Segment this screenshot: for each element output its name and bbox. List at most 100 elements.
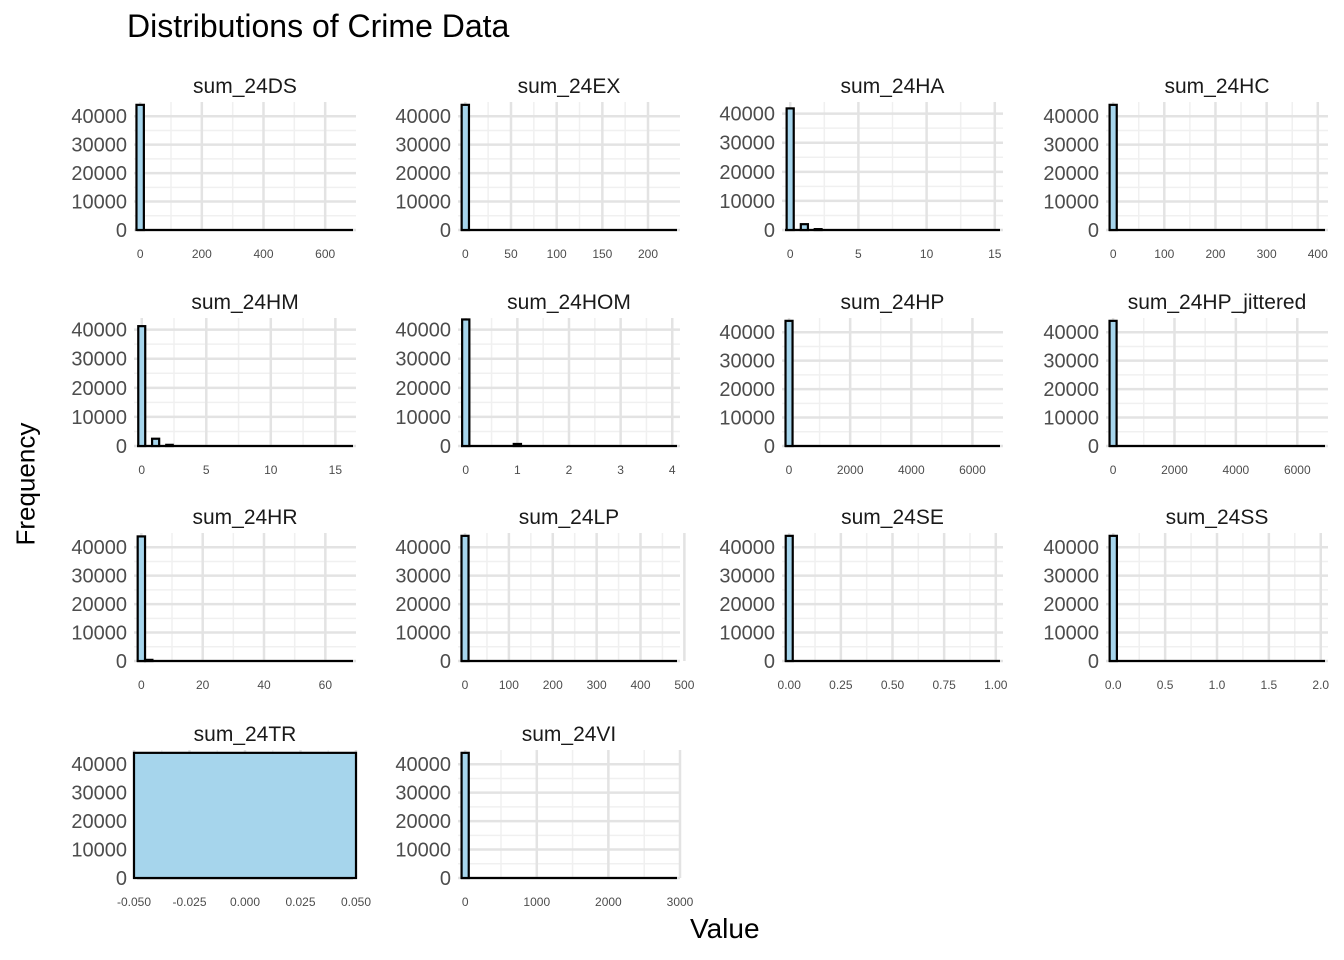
x-tick-label: 4000 <box>898 463 925 477</box>
facet-panel-sum_24HA: sum_24HA 0 10000 20000 30000 40000 0 5 10 15 <box>719 75 1003 261</box>
histogram-bar <box>143 658 154 663</box>
y-tick-label: 0 <box>116 220 127 242</box>
y-tick-label: 30000 <box>719 351 775 373</box>
y-tick-label: 40000 <box>71 106 127 128</box>
x-tick-label: 0.025 <box>285 895 315 909</box>
y-tick-label: 40000 <box>1043 537 1099 559</box>
y-tick-label: 0 <box>440 868 451 890</box>
x-tick-label: 0.00 <box>778 678 802 692</box>
y-tick-label: 20000 <box>71 163 127 185</box>
x-tick-label: 600 <box>315 247 335 261</box>
y-tick-label: 10000 <box>71 407 127 429</box>
facet-panel-sum_24HM: sum_24HM 0 10000 20000 30000 40000 0 5 10 15 <box>71 291 356 477</box>
y-tick-label: 0 <box>1088 220 1099 242</box>
histogram-bar <box>1108 534 1118 663</box>
y-tick-label: 40000 <box>71 320 127 342</box>
x-tick-label: 400 <box>630 678 650 692</box>
histogram-bar <box>150 437 161 448</box>
y-tick-label: 30000 <box>395 566 451 588</box>
x-tick-label: 500 <box>674 678 694 692</box>
x-tick-label: 3000 <box>667 895 694 909</box>
panel-title: sum_24SE <box>841 506 944 529</box>
facet-panel-sum_24HOM: sum_24HOM 0 10000 20000 30000 40000 0 1 2 3 4 <box>395 291 680 477</box>
histogram-bar <box>460 751 470 880</box>
chart-title: Distributions of Crime Data <box>127 8 510 44</box>
y-tick-label: 40000 <box>719 322 775 344</box>
x-tick-label: 0.050 <box>341 895 371 909</box>
x-tick-label: 200 <box>638 247 658 261</box>
x-tick-label: 5 <box>203 463 210 477</box>
x-tick-label: 0 <box>1110 247 1117 261</box>
y-tick-label: 0 <box>440 651 451 673</box>
x-tick-label: 3 <box>617 463 624 477</box>
histogram-bar <box>1108 103 1118 232</box>
y-tick-label: 40000 <box>1043 106 1099 128</box>
y-tick-label: 40000 <box>71 754 127 776</box>
y-tick-label: 0 <box>440 220 451 242</box>
y-tick-label: 40000 <box>719 537 775 559</box>
y-tick-label: 0 <box>1088 436 1099 458</box>
x-tick-label: 200 <box>1205 247 1225 261</box>
x-tick-label: 2000 <box>595 895 622 909</box>
y-tick-label: 30000 <box>71 566 127 588</box>
histogram-bar <box>136 535 147 663</box>
x-tick-label: 6000 <box>959 463 986 477</box>
y-tick-label: 10000 <box>1043 408 1099 430</box>
x-tick-label: 1.0 <box>1209 678 1226 692</box>
x-tick-label: 5 <box>855 247 862 261</box>
x-tick-label: 15 <box>329 463 343 477</box>
y-tick-label: 0 <box>116 868 127 890</box>
facet-panel-sum_24LP: sum_24LP 0 10000 20000 30000 40000 0 100 200 300 4… <box>395 506 694 692</box>
y-tick-label: 10000 <box>1043 192 1099 214</box>
y-tick-label: 20000 <box>395 163 451 185</box>
y-tick-label: 30000 <box>1043 351 1099 373</box>
panel-title: sum_24VI <box>522 723 617 746</box>
y-tick-label: 20000 <box>719 594 775 616</box>
x-axis-label: Value <box>690 913 760 944</box>
y-tick-label: 10000 <box>1043 623 1099 645</box>
y-tick-label: 20000 <box>71 594 127 616</box>
y-tick-label: 10000 <box>395 192 451 214</box>
x-tick-label: -0.050 <box>117 895 151 909</box>
histogram-bar <box>799 223 810 232</box>
y-tick-label: 10000 <box>395 623 451 645</box>
facet-panel-sum_24VI: sum_24VI 0 10000 20000 30000 40000 0 1000 2000 30… <box>395 723 693 909</box>
histogram-bar <box>785 107 795 232</box>
y-tick-label: 30000 <box>395 783 451 805</box>
histogram-bar <box>784 319 794 448</box>
x-tick-label: 400 <box>253 247 273 261</box>
x-tick-label: 10 <box>920 247 934 261</box>
x-tick-label: 50 <box>504 247 518 261</box>
y-tick-label: 30000 <box>71 135 127 157</box>
y-tick-label: 20000 <box>395 594 451 616</box>
x-tick-label: 100 <box>1154 247 1174 261</box>
x-tick-label: 2.0 <box>1312 678 1329 692</box>
panel-title: sum_24HP <box>841 291 945 314</box>
y-tick-label: 10000 <box>719 623 775 645</box>
x-tick-label: 0.25 <box>829 678 853 692</box>
histogram-bar <box>784 534 794 663</box>
panel-title: sum_24TR <box>194 723 297 746</box>
panel-title: sum_24HC <box>1164 75 1269 98</box>
x-tick-label: 4 <box>669 463 676 477</box>
y-tick-label: 40000 <box>1043 322 1099 344</box>
x-tick-label: 100 <box>547 247 567 261</box>
x-tick-label: 10 <box>264 463 278 477</box>
y-tick-label: 0 <box>1088 651 1099 673</box>
y-tick-label: 10000 <box>719 191 775 213</box>
facet-panel-sum_24HP_jittered: sum_24HP_jittered 0 10000 20000 30000 40000 0 2… <box>1043 291 1328 477</box>
x-tick-label: 60 <box>319 678 333 692</box>
y-tick-label: 0 <box>116 651 127 673</box>
y-tick-label: 30000 <box>395 135 451 157</box>
y-tick-label: 10000 <box>71 623 127 645</box>
y-tick-label: 40000 <box>395 320 451 342</box>
y-tick-label: 0 <box>764 436 775 458</box>
y-tick-label: 20000 <box>395 811 451 833</box>
x-tick-label: 0.50 <box>881 678 905 692</box>
facet-panel-sum_24SS: sum_24SS 0 10000 20000 30000 40000 0.0 0.5 1.0 1.… <box>1043 506 1329 692</box>
y-tick-label: 30000 <box>395 349 451 371</box>
x-tick-label: 15 <box>988 247 1002 261</box>
x-tick-label: 150 <box>592 247 612 261</box>
x-tick-label: 0.0 <box>1105 678 1122 692</box>
